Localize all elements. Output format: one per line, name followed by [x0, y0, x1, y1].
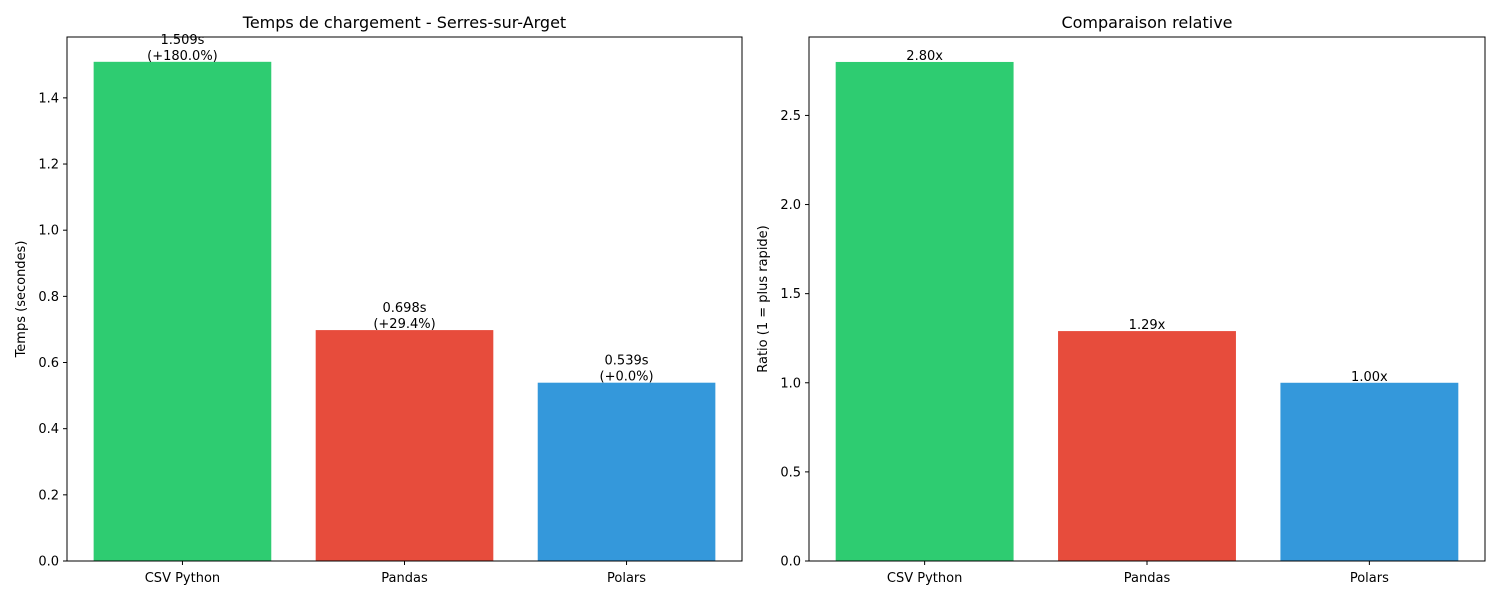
bar-value-label: 1.29x: [1129, 318, 1166, 333]
y-tick-label: 0.8: [38, 290, 59, 305]
bar-csv-python: [93, 61, 272, 561]
bar-value-label: 2.80x: [906, 49, 943, 64]
chart-title: Temps de chargement - Serres-sur-Arget: [242, 13, 566, 32]
bar-value-label: (+29.4%): [373, 317, 435, 332]
y-tick-label: 1.4: [38, 91, 59, 106]
chart-load-time: 1.509s(+180.0%) CSV Python 0.698s(+29.4%) P…: [14, 13, 743, 586]
y-tick-label: 1.0: [38, 224, 59, 239]
axes-frame: [66, 36, 743, 562]
y-tick-label: 2.5: [780, 109, 801, 124]
bar-csv-python: [835, 61, 1014, 561]
y-tick-label: 0.5: [780, 465, 801, 480]
bar-polars: [537, 382, 716, 561]
bar-value-label: 0.539s: [605, 354, 649, 369]
bar-value-label: 1.509s: [160, 33, 204, 48]
y-tick-label: 0.2: [38, 488, 59, 503]
chart-relative-comparison: 2.80x CSV Python 1.29x Pandas 1.00x Polars 0.0…: [756, 13, 1486, 586]
bar-value-label: (+180.0%): [147, 49, 218, 64]
x-tick-label: CSV Python: [145, 571, 220, 586]
x-tick-label: Polars: [607, 571, 646, 586]
y-axis-label: Ratio (1 = plus rapide): [756, 225, 771, 373]
x-tick-label: Pandas: [381, 571, 428, 586]
bar-polars: [1280, 382, 1459, 561]
bar-value-label: 0.698s: [383, 301, 427, 316]
y-tick-label: 0.6: [38, 356, 59, 371]
bar-value-label: (+0.0%): [600, 370, 654, 385]
y-tick-label: 0.4: [38, 422, 59, 437]
y-tick-label: 0.0: [38, 555, 59, 570]
bar-pandas: [1058, 331, 1236, 561]
x-tick-label: Pandas: [1124, 571, 1171, 586]
y-tick-label: 1.5: [780, 287, 801, 302]
y-tick-label: 2.0: [780, 198, 801, 213]
axes-frame: [808, 36, 1486, 562]
y-tick-label: 0.0: [780, 555, 801, 570]
y-tick-label: 1.0: [780, 376, 801, 391]
chart-title: Comparaison relative: [1061, 13, 1232, 32]
bar-pandas: [315, 330, 494, 561]
x-tick-label: Polars: [1350, 571, 1389, 586]
bar-value-label: 1.00x: [1351, 370, 1388, 385]
y-tick-label: 1.2: [38, 158, 59, 173]
y-axis-label: Temps (secondes): [14, 241, 29, 359]
x-tick-label: CSV Python: [887, 571, 962, 586]
